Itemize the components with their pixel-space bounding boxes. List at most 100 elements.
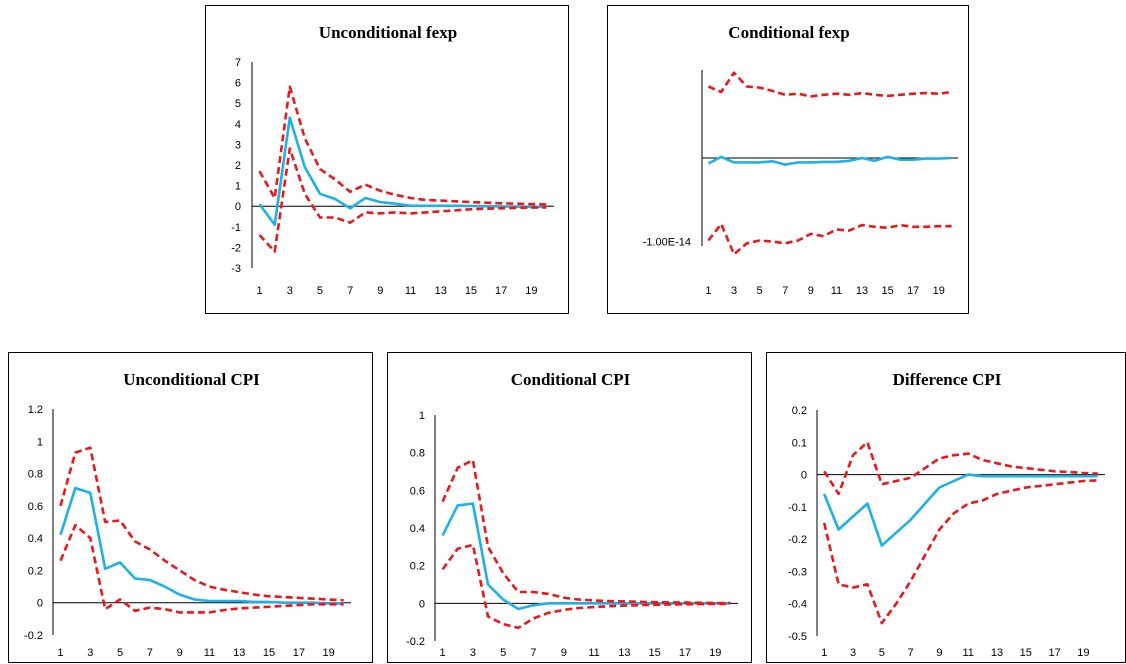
chart-title: Difference CPI (893, 370, 1002, 389)
x-tick-label: 11 (962, 647, 973, 659)
y-tick-label: 0 (801, 470, 807, 482)
panel-difference-cpi: Difference CPI -0.5 -0.4 -0.3 -0.2 -0.1 0 0.1 0.… (766, 352, 1126, 663)
y-tick-label: 0 (37, 598, 43, 610)
x-tick-label: 7 (347, 285, 353, 297)
x-tick-label: 3 (731, 285, 737, 297)
y-tick-label: -3 (231, 263, 241, 275)
series-line-lower-band (59, 523, 344, 614)
y-tick-label: 4 (235, 119, 241, 131)
series-line-upper-band (258, 85, 547, 206)
y-tick-label: 0 (235, 201, 241, 213)
x-tick-label: 15 (263, 647, 275, 659)
x-tick-label: 7 (782, 285, 788, 297)
x-tick-label: 9 (808, 285, 814, 297)
y-tick-label: -0.1 (788, 502, 807, 514)
x-tick-label: 3 (287, 285, 293, 297)
y-tick-label: 0.8 (410, 448, 425, 460)
x-tick-label: 17 (679, 647, 691, 659)
y-tick-label: -0.2 (406, 636, 425, 648)
x-tick-label: 11 (204, 647, 215, 659)
x-tick-label: 19 (1077, 647, 1089, 659)
x-tick-label: 3 (87, 647, 93, 659)
chart-svg: Difference CPI -0.5 -0.4 -0.3 -0.2 -0.1 0 0.1 0.… (788, 370, 1105, 659)
x-tick-label: 9 (936, 647, 942, 659)
x-tick-label: 7 (147, 647, 153, 659)
series-line-lower-band (441, 543, 731, 630)
y-tick-label: 1 (37, 436, 43, 448)
panel-conditional-cpi: Conditional CPI -0.2 0 0.2 0.4 0.6 0.8 1 1 3 5 7 9 11… (387, 352, 752, 663)
series-line-upper-band (823, 441, 1098, 496)
x-tick-label: 5 (317, 285, 323, 297)
x-tick-label: 19 (525, 285, 537, 297)
x-tick-label: 15 (649, 647, 661, 659)
y-tick-label: 3 (235, 139, 241, 151)
x-tick-label: 5 (500, 647, 506, 659)
x-tick-label: 19 (323, 647, 335, 659)
series-line-upper-band (59, 446, 344, 602)
y-tick-label: 2 (235, 160, 241, 172)
series-line-irf (822, 473, 1098, 547)
x-tick-label: 5 (879, 647, 885, 659)
series-line-irf (707, 155, 952, 166)
x-tick-label: 9 (177, 647, 183, 659)
panel-unconditional-fexp: Unconditional fexp -3 -2 -1 0 1 2 3 4 5 6 7 1 3 5 7 9 11 1… (205, 5, 569, 314)
y-tick-label: 1 (419, 410, 425, 422)
x-tick-label: 5 (117, 647, 123, 659)
x-tick-label: 7 (908, 647, 914, 659)
x-tick-label: 13 (233, 647, 245, 659)
x-tick-label: 1 (57, 647, 63, 659)
x-tick-label: 5 (757, 285, 763, 297)
y-tick-label: -1 (231, 222, 241, 234)
y-tick-label: 0.4 (410, 523, 425, 535)
y-tick-label: 5 (235, 98, 241, 110)
series-line-irf (59, 486, 344, 605)
x-tick-label: 3 (850, 647, 856, 659)
y-tick-label: 0.4 (28, 533, 43, 545)
y-tick-label: 0.2 (792, 405, 807, 417)
y-tick-label: 0.6 (410, 485, 425, 497)
x-tick-label: 3 (470, 647, 476, 659)
y-tick-label: 0 (419, 598, 425, 610)
series-line-irf (441, 502, 731, 611)
y-tick-label: 1.2 (28, 404, 43, 416)
series-line-lower-band (822, 479, 1098, 625)
series-line-upper-band (707, 71, 952, 98)
y-tick-label: 6 (235, 78, 241, 90)
x-tick-label: 13 (435, 285, 447, 297)
y-tick-label: -0.2 (24, 630, 43, 642)
y-tick-label: 7 (235, 57, 241, 69)
x-tick-label: 17 (293, 647, 305, 659)
x-tick-label: 1 (821, 647, 827, 659)
y-tick-label: 0.6 (28, 501, 43, 513)
series-line-irf (258, 116, 547, 226)
chart-svg: Conditional CPI-0.200.20.40.60.811 3 5 7 9 11… (406, 370, 738, 659)
x-tick-label: 1 (440, 647, 446, 659)
y-tick-label: -0.2 (788, 534, 807, 546)
series-line-upper-band (441, 458, 731, 605)
x-tick-label: 17 (907, 285, 919, 297)
chart-svg: Conditional fexp-1.00E-141 3 5 7 9 11 13 15 17 19 (643, 23, 958, 297)
x-tick-label: 15 (465, 285, 477, 297)
x-tick-label: 15 (1020, 647, 1032, 659)
x-tick-label: 9 (377, 285, 383, 297)
x-tick-label: 13 (856, 285, 868, 297)
x-tick-label: 13 (618, 647, 630, 659)
y-tick-label: 0.8 (28, 469, 43, 481)
chart-title: Conditional fexp (728, 23, 849, 42)
series-line-lower-band (258, 147, 547, 253)
y-tick-label: 0.2 (28, 565, 43, 577)
x-tick-label: 13 (991, 647, 1003, 659)
panel-conditional-fexp: Conditional fexp -1.00E-14 1 3 5 7 9 11 13 15 17 19 (607, 5, 969, 314)
y-tick-label: -2 (231, 242, 241, 254)
x-tick-label: 1 (256, 285, 262, 297)
y-tick-label: -0.5 (788, 631, 807, 643)
chart-title: Conditional CPI (511, 370, 631, 389)
x-tick-label: 11 (831, 285, 842, 297)
x-tick-label: 11 (405, 285, 416, 297)
x-tick-label: 9 (561, 647, 567, 659)
x-tick-label: 7 (530, 647, 536, 659)
y-tick-label: 1 (235, 181, 241, 193)
chart-title: Unconditional fexp (319, 23, 457, 42)
chart-svg: Unconditional CPI-0.200.20.40.60.811.21 3… (24, 370, 351, 659)
